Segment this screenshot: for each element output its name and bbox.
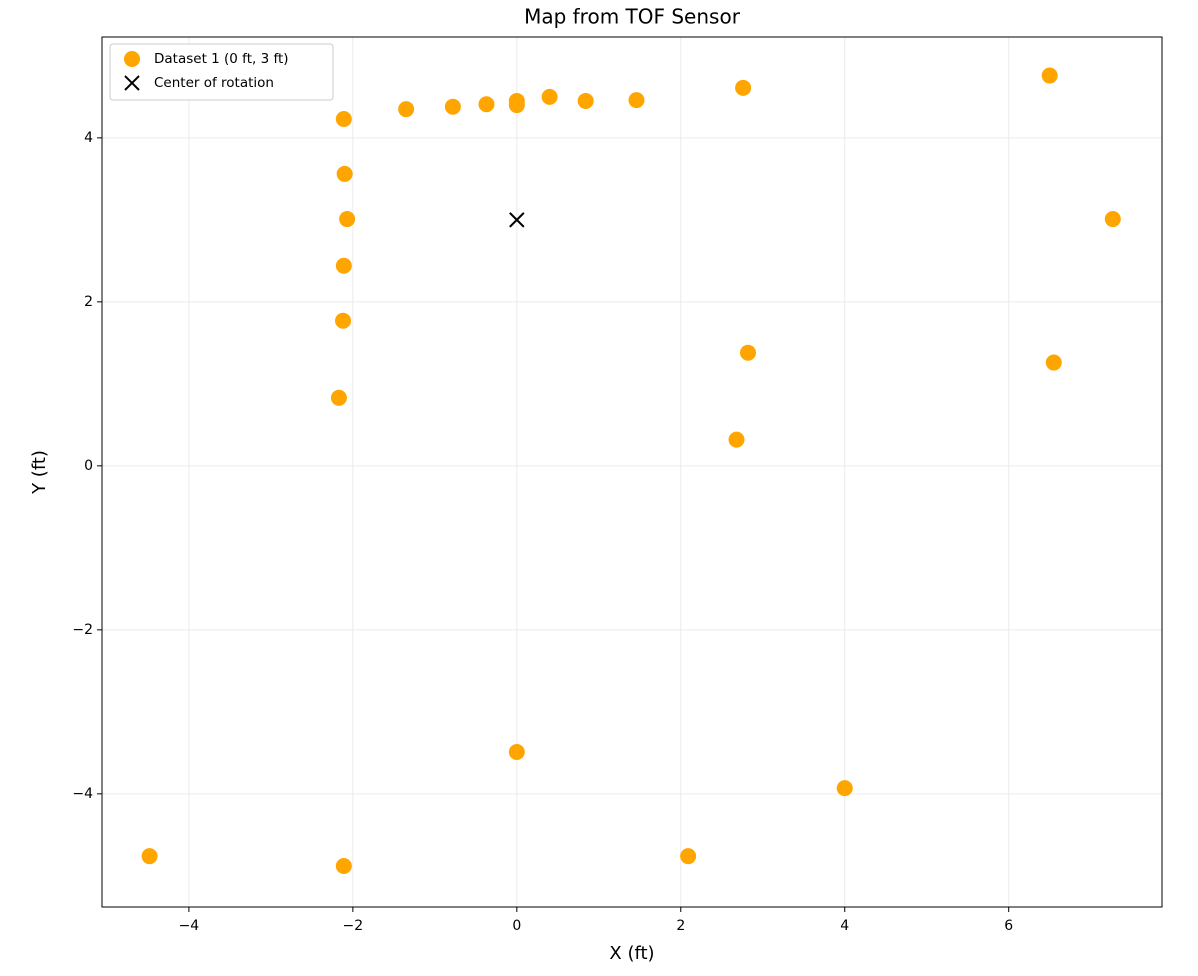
marker xyxy=(508,97,525,114)
y-tick-label: −2 xyxy=(72,622,93,638)
marker xyxy=(335,858,352,875)
marker xyxy=(335,257,352,274)
legend-label: Dataset 1 (0 ft, 3 ft) xyxy=(154,51,289,67)
marker xyxy=(339,211,356,228)
marker xyxy=(336,165,353,182)
x-tick-label: 6 xyxy=(1004,918,1013,934)
y-tick-label: 0 xyxy=(84,458,93,474)
y-axis-label: Y (ft) xyxy=(29,450,50,495)
marker xyxy=(508,744,525,761)
marker xyxy=(541,88,558,105)
legend-label: Center of rotation xyxy=(154,75,274,91)
chart-title: Map from TOF Sensor xyxy=(524,5,741,29)
marker xyxy=(735,79,752,96)
marker xyxy=(1104,211,1121,228)
marker-cross xyxy=(124,75,140,91)
x-tick-label: 2 xyxy=(676,918,685,934)
marker xyxy=(628,92,645,109)
plot-frame xyxy=(101,36,1163,908)
legend-marker xyxy=(124,51,140,67)
marker xyxy=(740,344,757,361)
marker xyxy=(728,431,745,448)
marker xyxy=(141,848,158,865)
marker xyxy=(335,110,352,127)
marker xyxy=(478,96,495,113)
y-tick-label: 2 xyxy=(84,294,93,310)
marker xyxy=(1041,67,1058,84)
marker xyxy=(444,98,461,115)
marker xyxy=(1045,354,1062,371)
y-tick-label: 4 xyxy=(84,130,93,146)
legend-marker xyxy=(124,75,140,91)
x-tick-label: −4 xyxy=(179,918,200,934)
y-tick-label: −4 xyxy=(72,786,93,802)
legend-box xyxy=(109,43,334,101)
marker xyxy=(577,92,594,109)
x-tick-label: 4 xyxy=(840,918,849,934)
marker xyxy=(330,389,347,406)
marker xyxy=(398,101,415,118)
x-tick-label: 0 xyxy=(512,918,521,934)
marker xyxy=(836,780,853,797)
x-tick-label: −2 xyxy=(343,918,364,934)
x-axis-label: X (ft) xyxy=(609,943,654,964)
marker-cross xyxy=(509,212,525,228)
marker xyxy=(335,312,352,329)
marker xyxy=(680,848,697,865)
marker xyxy=(509,212,525,228)
